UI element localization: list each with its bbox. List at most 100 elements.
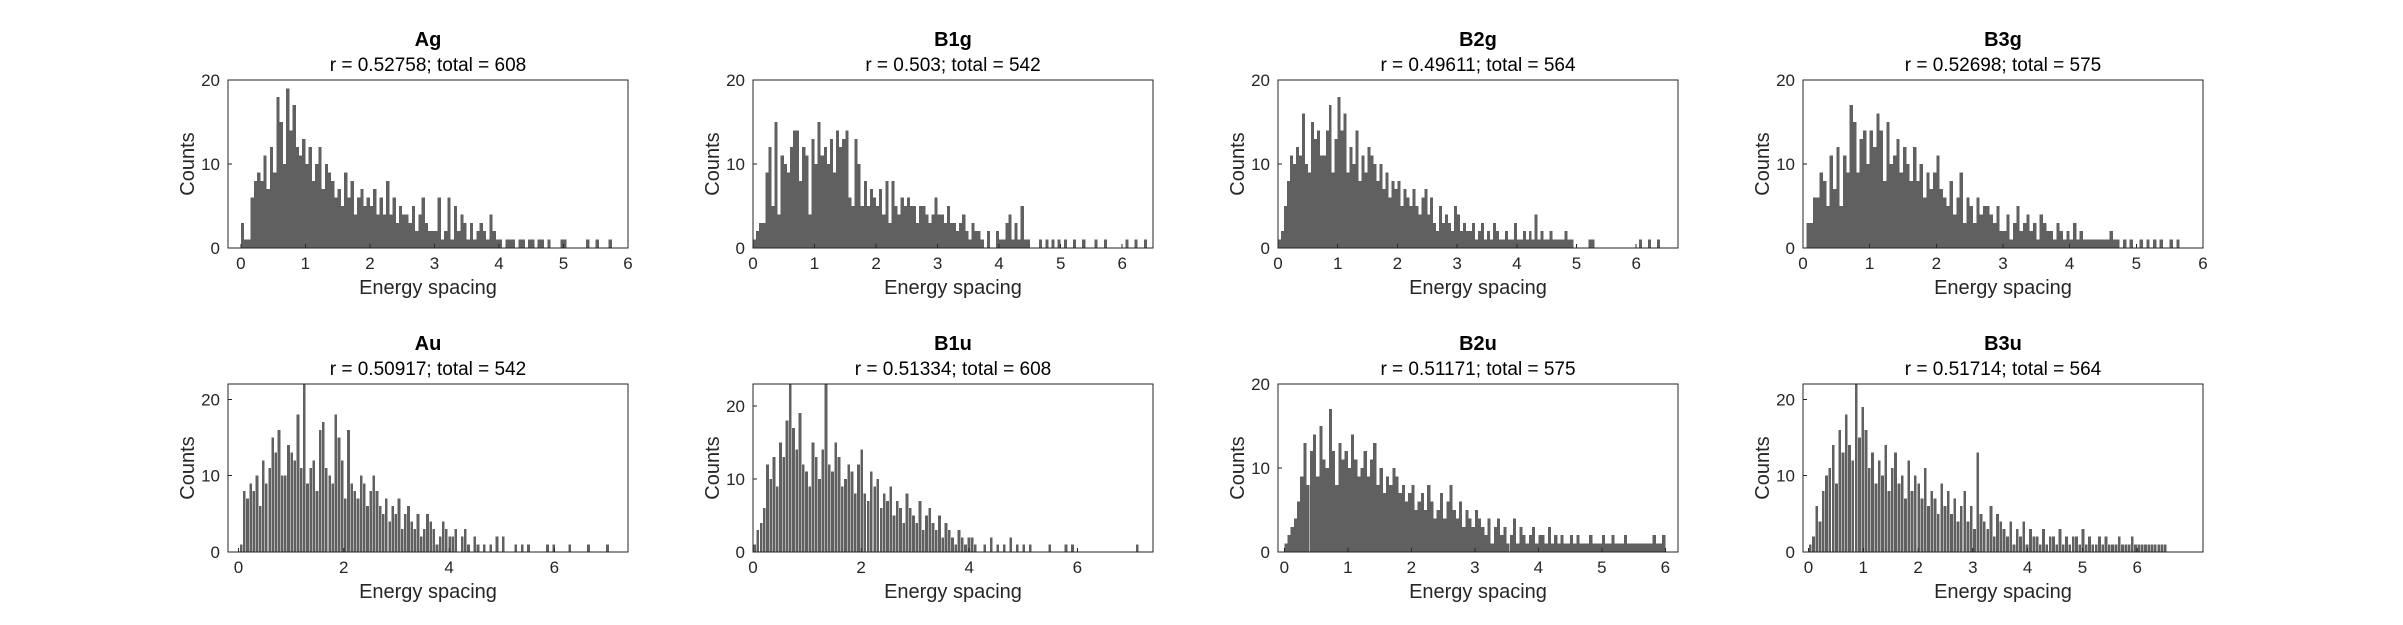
- histogram-bar: [759, 222, 763, 248]
- histogram-bar: [363, 206, 367, 248]
- histogram-bar: [908, 508, 912, 552]
- histogram-bar: [1295, 147, 1299, 248]
- histogram-bar: [552, 544, 556, 552]
- histogram-bar: [2094, 544, 2098, 552]
- histogram-bar: [1478, 231, 1481, 248]
- histogram-bar: [2114, 544, 2118, 552]
- histogram-bar: [977, 231, 981, 248]
- histogram-bar: [795, 449, 799, 552]
- histogram-bar: [1292, 164, 1296, 248]
- histogram-bar: [1614, 543, 1618, 552]
- histogram-bar: [1337, 96, 1341, 248]
- histogram-bar: [457, 231, 461, 248]
- histogram-bar: [1973, 529, 1976, 552]
- histogram-bar: [2123, 239, 2127, 248]
- histogram-bar: [1325, 130, 1329, 248]
- histogram-bar: [1557, 543, 1561, 552]
- histogram-bar: [1846, 172, 1850, 248]
- histogram-bar: [2137, 544, 2141, 552]
- x-tick-label: 2: [871, 254, 880, 273]
- x-axis-label: Energy spacing: [1409, 277, 1547, 299]
- y-axis-label: Counts: [177, 132, 199, 195]
- x-axis-label: Energy spacing: [884, 277, 1022, 299]
- histogram-bar: [842, 138, 846, 248]
- x-axis-label: Energy spacing: [1934, 581, 2072, 603]
- histogram-bar: [1500, 535, 1504, 552]
- histogram-bar: [903, 206, 907, 248]
- histogram-bar: [434, 231, 438, 248]
- histogram-bar: [1340, 130, 1344, 248]
- histogram-bar: [938, 515, 941, 552]
- histogram-bar: [246, 498, 249, 552]
- histogram-bar: [464, 529, 467, 552]
- histogram-bar: [2121, 544, 2124, 552]
- histogram-bar: [495, 536, 499, 552]
- histogram-bar: [1352, 164, 1356, 248]
- histogram-bar: [2071, 536, 2075, 552]
- histogram-bar: [1427, 214, 1431, 248]
- histogram-bar: [1851, 460, 1855, 552]
- histogram-bar: [970, 537, 974, 552]
- histogram-bar: [960, 537, 964, 552]
- histogram-bar: [1498, 239, 1502, 248]
- x-tick-label: 1: [1865, 254, 1874, 273]
- axes-box: [1802, 383, 2204, 553]
- histogram-bar: [1297, 501, 1301, 552]
- histogram-bar: [1412, 189, 1416, 248]
- histogram-bar: [528, 239, 532, 248]
- histogram-bar: [2003, 231, 2007, 248]
- histogram-bar: [1909, 180, 1913, 248]
- histogram-bar: [378, 506, 382, 552]
- histogram-bar: [563, 239, 567, 248]
- histogram-bar: [428, 231, 432, 248]
- histogram-bar: [964, 544, 967, 552]
- y-tick-label: 20: [1776, 390, 1795, 409]
- histogram-bar: [547, 239, 551, 248]
- histogram-bar: [1363, 451, 1367, 552]
- histogram-bar: [818, 478, 821, 552]
- histogram-bar: [2059, 231, 2063, 248]
- histogram-bar: [1617, 543, 1621, 552]
- histogram-bar: [1481, 526, 1485, 552]
- histogram-bar: [2042, 529, 2045, 552]
- x-tick-label: 0: [748, 254, 757, 273]
- histogram-bar: [1298, 155, 1302, 248]
- histogram-bar: [833, 172, 837, 248]
- histogram-bar: [863, 180, 867, 248]
- histogram-bar: [1312, 434, 1317, 552]
- histogram-bar: [814, 164, 818, 248]
- histogram-bar: [1480, 222, 1484, 248]
- histogram-bar: [777, 214, 781, 248]
- histogram-bar: [2113, 239, 2117, 248]
- histogram-bar: [1547, 526, 1552, 552]
- histogram-bar: [2104, 536, 2108, 552]
- histogram-bar: [837, 457, 841, 552]
- subplot-b3g: 0 1 2 3 4 5 6 0 10 20 Energy spacing Counts B3g r = 0…: [1752, 29, 2208, 299]
- histogram-bar: [379, 197, 383, 248]
- x-tick-label: 1: [1333, 254, 1342, 273]
- histogram-bar: [416, 513, 420, 552]
- histogram-bar: [2025, 544, 2029, 552]
- histogram-bar: [1916, 180, 1920, 248]
- histogram-bar: [289, 130, 293, 248]
- histogram-bar: [1322, 155, 1326, 248]
- x-tick-label: 3: [1968, 558, 1977, 577]
- x-tick-label: 6: [550, 558, 559, 577]
- histogram-bar: [766, 464, 769, 552]
- histogram-bar: [1881, 475, 1884, 552]
- histogram-bar: [344, 172, 348, 248]
- histogram-bar: [959, 222, 963, 248]
- histogram-bar: [268, 468, 271, 552]
- histogram-bar: [839, 147, 843, 248]
- histogram-bar: [829, 138, 833, 248]
- histogram-bar: [1328, 105, 1332, 248]
- histogram-bar: [2124, 544, 2128, 552]
- histogram-bar: [915, 522, 919, 552]
- histogram-bar: [2153, 239, 2157, 248]
- subplot-subtitle: r = 0.51714; total = 564: [1905, 359, 2102, 380]
- histogram-bar: [258, 506, 262, 552]
- histogram-bar: [2088, 536, 2091, 552]
- histogram-bar: [951, 537, 954, 552]
- histogram-bar: [273, 172, 277, 248]
- histogram-bar: [2107, 544, 2111, 552]
